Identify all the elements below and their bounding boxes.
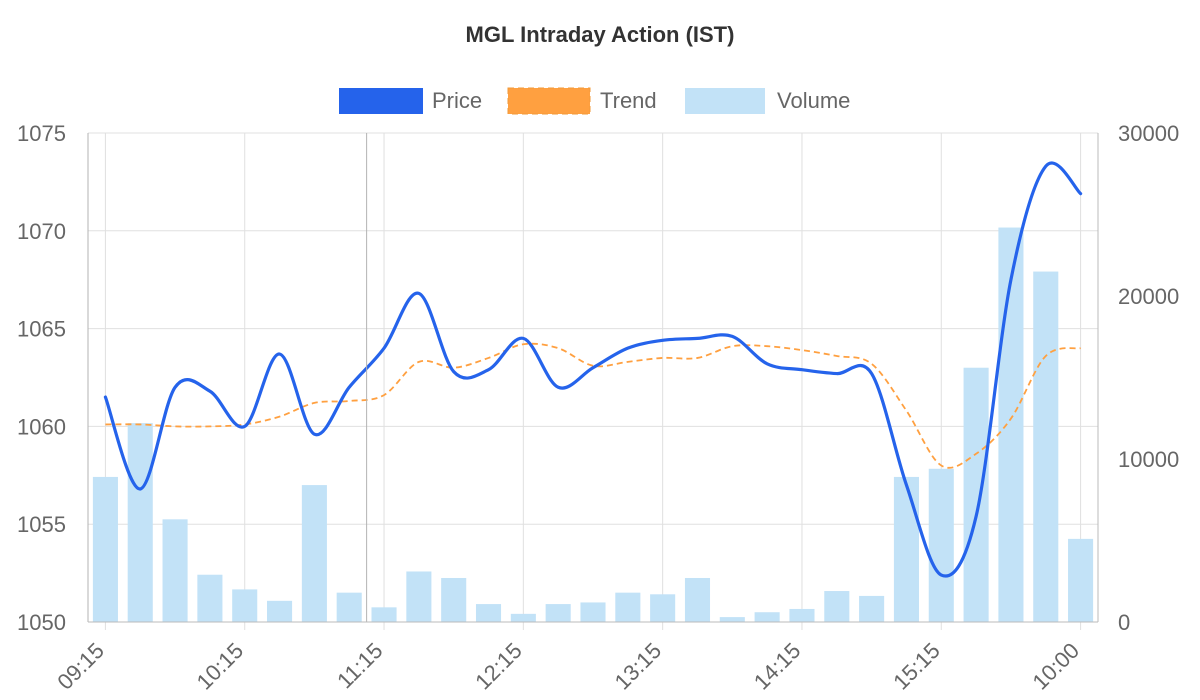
y-right-tick-label: 30000	[1118, 121, 1179, 146]
legend-label-trend: Trend	[600, 88, 657, 113]
volume-bar[interactable]	[336, 592, 362, 622]
volume-bar[interactable]	[475, 604, 502, 622]
legend-label-volume: Volume	[777, 88, 850, 113]
legend-item-trend[interactable]: Trend	[507, 87, 657, 115]
volume-bar[interactable]	[197, 574, 223, 622]
volume-bar[interactable]	[998, 227, 1024, 623]
volume-bar[interactable]	[127, 423, 153, 622]
volume-bar[interactable]	[301, 485, 327, 622]
axes	[87, 133, 1099, 623]
volume-bar[interactable]	[232, 589, 258, 622]
volume-bar[interactable]	[580, 602, 606, 622]
volume-bar[interactable]	[859, 595, 885, 622]
volume-bar[interactable]	[650, 594, 676, 622]
volume-bar[interactable]	[824, 591, 850, 622]
volume-bar[interactable]	[92, 476, 118, 622]
volume-bars	[92, 227, 1094, 623]
legend-item-price[interactable]: Price	[339, 88, 482, 114]
volume-bar[interactable]	[684, 577, 711, 622]
legend: Price Trend Volume	[339, 87, 850, 115]
y-left-tick-label: 1065	[17, 317, 66, 342]
volume-bar[interactable]	[1068, 538, 1094, 622]
y-left-tick-label: 1055	[17, 512, 66, 537]
volume-bar[interactable]	[406, 571, 432, 622]
volume-bar[interactable]	[963, 367, 989, 622]
x-tick-label: 15:15	[888, 638, 945, 695]
legend-swatch-trend	[507, 87, 591, 115]
chart-title: MGL Intraday Action (IST)	[466, 22, 735, 47]
x-tick-label: 14:15	[749, 638, 806, 695]
volume-bar[interactable]	[754, 612, 780, 622]
volume-bar[interactable]	[719, 617, 745, 622]
series-lines	[103, 161, 1083, 578]
volume-bar[interactable]	[162, 519, 188, 622]
trend-line[interactable]	[105, 342, 1081, 469]
y-left-tick-label: 1050	[17, 610, 66, 635]
volume-bar[interactable]	[789, 608, 815, 622]
y-left-tick-label: 1070	[17, 219, 66, 244]
y-left-tick-label: 1060	[17, 414, 66, 439]
legend-item-volume[interactable]: Volume	[685, 88, 850, 114]
legend-label-price: Price	[432, 88, 482, 113]
volume-bar[interactable]	[1033, 271, 1059, 622]
x-tick-label: 10:15	[192, 638, 249, 695]
volume-bar[interactable]	[928, 468, 954, 622]
volume-bar[interactable]	[441, 577, 467, 622]
x-tick-label: 11:15	[332, 638, 387, 693]
y-right-tick-label: 10000	[1118, 447, 1179, 472]
volume-bar[interactable]	[267, 600, 293, 622]
x-tick-label: 12:15	[470, 638, 527, 695]
x-tick-label: 09:15	[52, 638, 109, 695]
volume-bar[interactable]	[545, 604, 571, 622]
volume-bar[interactable]	[893, 476, 919, 622]
legend-swatch-volume	[685, 88, 765, 114]
y-left-tick-label: 1075	[17, 121, 66, 146]
y-right-tick-label: 20000	[1118, 284, 1179, 309]
price-line[interactable]	[103, 161, 1083, 578]
volume-bar[interactable]	[510, 613, 536, 622]
y-right-tick-label: 0	[1118, 610, 1130, 635]
volume-bar[interactable]	[615, 592, 641, 622]
x-tick-label: 13:15	[610, 638, 667, 695]
legend-swatch-price	[339, 88, 423, 114]
volume-bar[interactable]	[371, 607, 397, 622]
x-tick-label: 10:00	[1028, 638, 1085, 695]
